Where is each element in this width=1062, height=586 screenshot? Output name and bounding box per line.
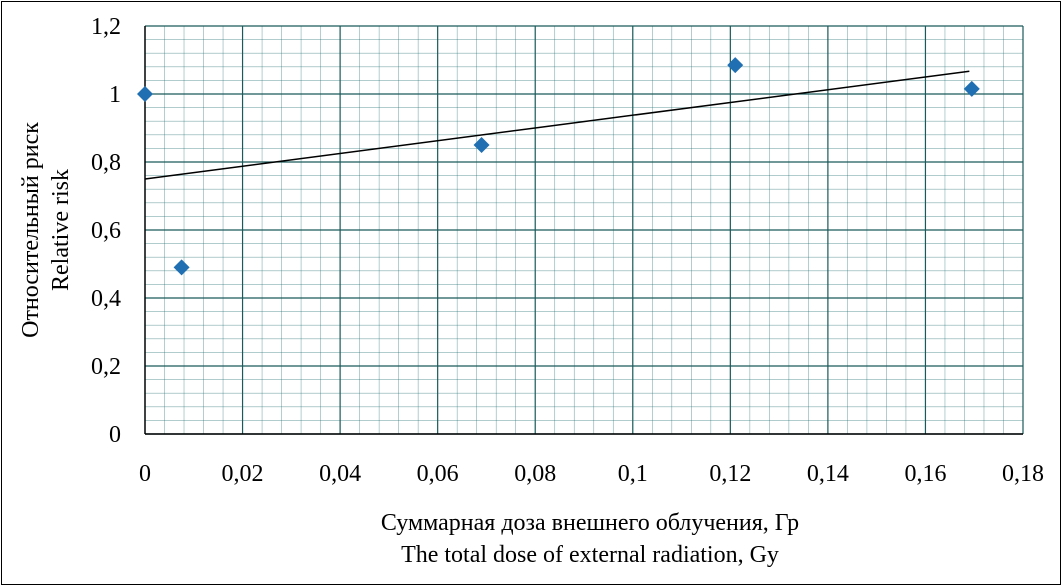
x-tick-label: 0,02 [222, 461, 264, 487]
x-tick-label: 0,06 [417, 461, 459, 487]
x-axis-title-ru: Суммарная доза внешнего облучения, Гр [381, 510, 799, 536]
x-tick-label: 0,12 [709, 461, 751, 487]
data-point [137, 86, 153, 102]
y-tick-label: 0,2 [91, 354, 121, 380]
data-point [173, 259, 190, 276]
x-tick-label: 0,08 [514, 461, 556, 487]
trendline-group [144, 70, 970, 180]
y-tick-label: 0,6 [91, 218, 121, 244]
trendline [144, 70, 970, 180]
x-tick-label: 0,16 [904, 461, 946, 487]
x-tick-label: 0 [139, 461, 151, 487]
data-point [473, 137, 490, 153]
data-point [963, 80, 980, 97]
data-points [137, 57, 980, 276]
x-tick-label: 0,04 [319, 461, 361, 487]
x-tick-label: 0,18 [1002, 461, 1044, 487]
x-axis-title-en: The total dose of external radiation, Gy [401, 542, 779, 568]
y-tick-label: 1,2 [91, 14, 121, 40]
data-point [727, 57, 744, 74]
x-tick-label: 0,14 [807, 461, 849, 487]
x-tick-label: 0,1 [618, 461, 648, 487]
y-axis-title-en: Relative risk [48, 169, 74, 291]
x-tick-labels: 0 0,02 0,04 0,06 0,08 0,1 0,12 0,14 0,16 0,18 [139, 461, 1044, 487]
major-gridlines [144, 25, 1024, 435]
y-tick-label: 0,8 [91, 150, 121, 176]
y-tick-labels: 0 0,2 0,4 0,6 0,8 1 1,2 [91, 14, 121, 448]
y-axis-title-ru: Относительный риск [18, 122, 44, 338]
y-tick-label: 1 [109, 82, 121, 108]
y-tick-label: 0 [109, 422, 121, 448]
y-tick-label: 0,4 [91, 286, 121, 312]
